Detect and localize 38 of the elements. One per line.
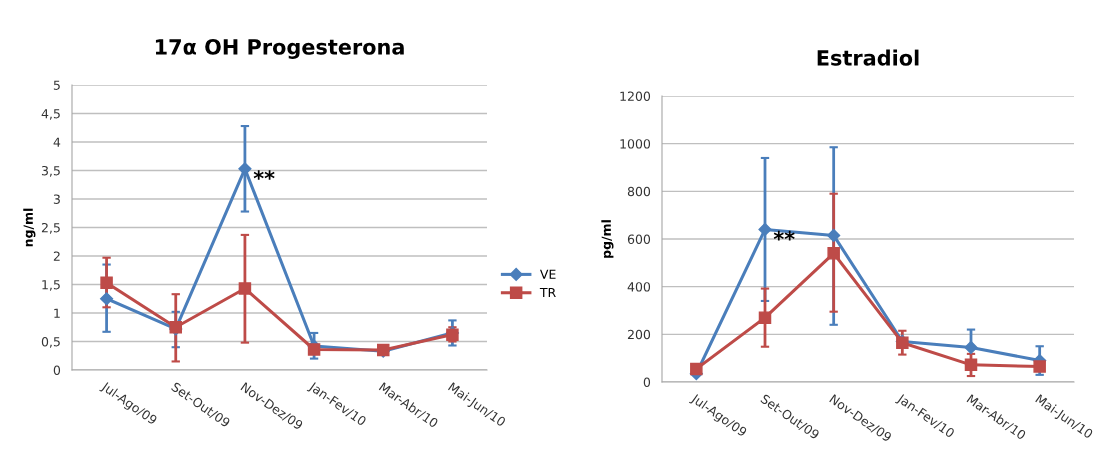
point [1033, 360, 1046, 373]
legend-label: VE [540, 269, 556, 279]
y-tick-label: 1000 [620, 139, 651, 149]
point [238, 282, 252, 295]
y-tick-label: 2,5 [41, 222, 60, 234]
y-axis-title: ng/ml [23, 208, 36, 247]
point [964, 358, 978, 372]
y-tick-label: 800 [627, 186, 651, 197]
point [758, 311, 772, 324]
point [100, 276, 113, 290]
point [964, 340, 978, 355]
annotation: ** [253, 170, 275, 180]
point [690, 362, 703, 376]
point [99, 292, 114, 306]
y-tick-label: 0 [53, 365, 61, 375]
y-tick-label: 0,5 [41, 336, 60, 348]
y-tick-label: 3 [53, 194, 60, 204]
y-tick-label: 0 [643, 377, 651, 387]
y-tick-label: 4,5 [41, 109, 60, 120]
y-tick-label: 400 [627, 282, 651, 292]
y-tick-label: 600 [627, 234, 651, 244]
y-tick-label: 1 [54, 308, 60, 318]
y-axis-title: pg/ml [601, 220, 614, 258]
y-tick-label: 1200 [620, 91, 651, 101]
chart-title: Estradiol [817, 49, 919, 66]
point [758, 222, 772, 237]
point [307, 343, 321, 356]
point [827, 247, 840, 260]
legend-label: TR [539, 288, 556, 298]
y-tick-label: 4 [53, 137, 61, 147]
y-tick-label: 1,5 [42, 280, 60, 291]
y-tick-label: 5 [53, 80, 60, 90]
annotation: ** [773, 230, 795, 241]
y-tick-label: 3,5 [41, 165, 60, 177]
chart-title: 17α OH Progesterona [155, 38, 404, 59]
y-tick-label: 200 [627, 329, 651, 340]
y-tick-label: 2 [53, 251, 60, 261]
point [827, 228, 841, 243]
